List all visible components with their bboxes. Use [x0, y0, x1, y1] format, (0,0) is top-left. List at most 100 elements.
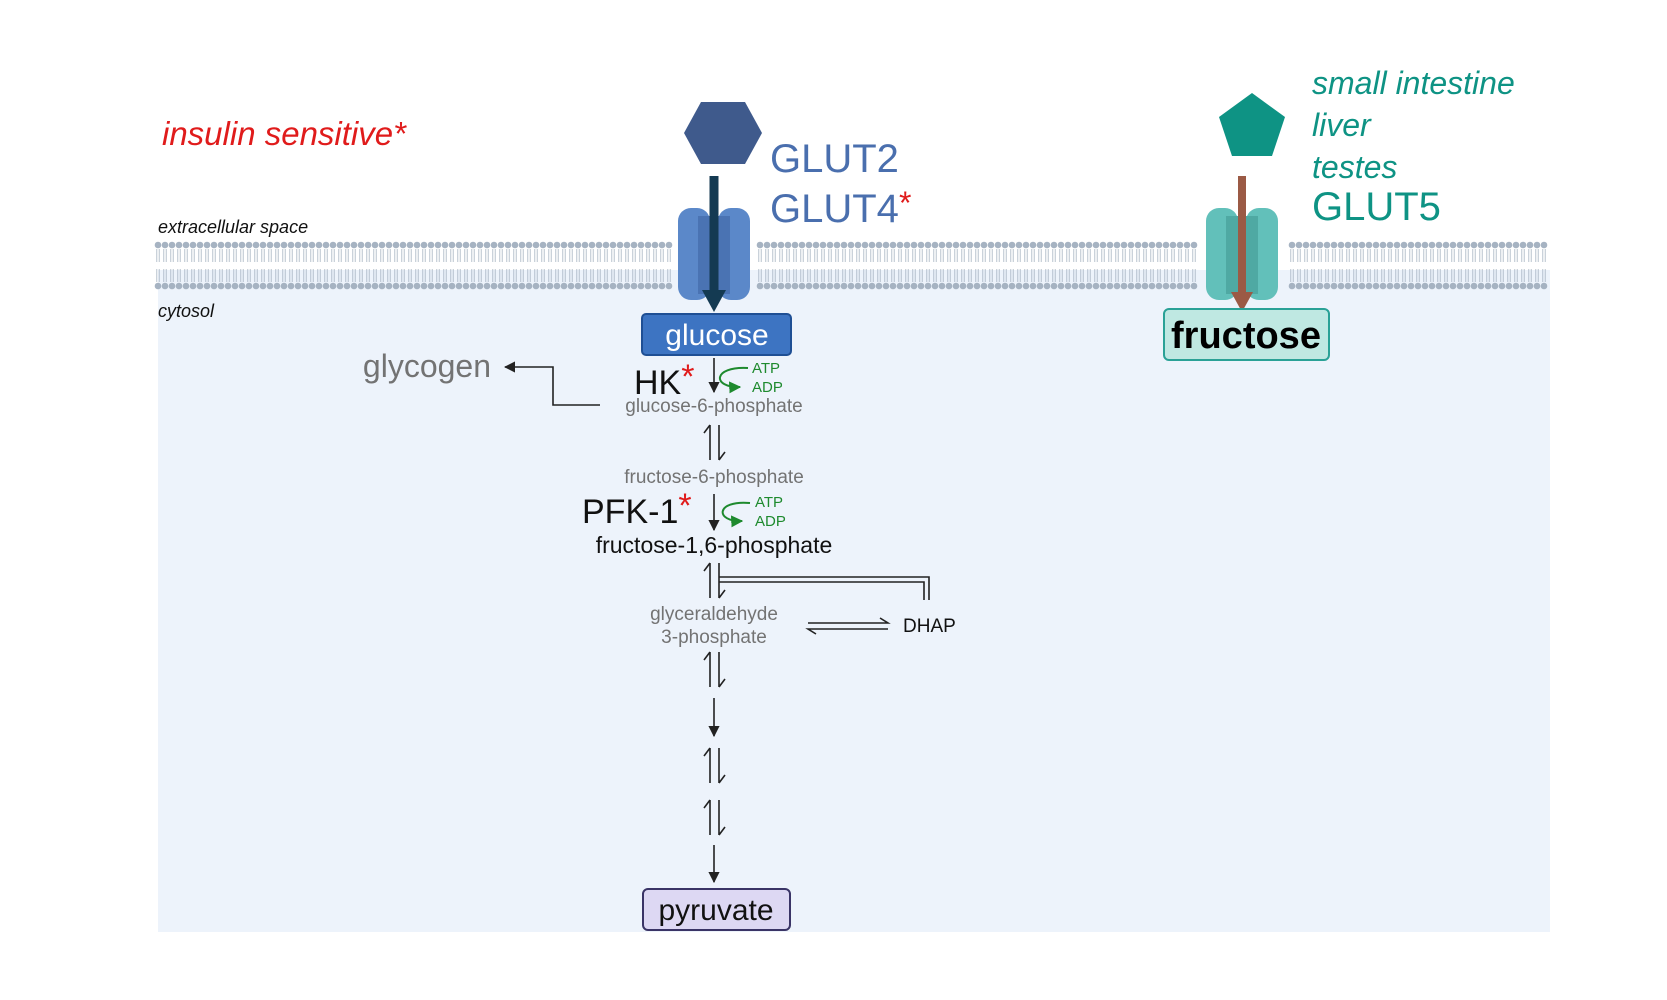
- lipid-head-inner: [1519, 282, 1527, 290]
- lipid-tail: [1080, 249, 1084, 282]
- glucose-label: glucose: [665, 319, 768, 352]
- lipid-head-inner: [539, 282, 547, 290]
- lipid-tail: [646, 249, 650, 282]
- lipid-tail: [583, 249, 587, 282]
- lipid-tail: [1458, 249, 1462, 282]
- lipid-head-outer: [1484, 241, 1492, 249]
- lipid-tail: [506, 249, 510, 282]
- lipid-head-inner: [441, 282, 449, 290]
- lipid-head-outer: [1001, 241, 1009, 249]
- lipid-head-outer: [1190, 241, 1198, 249]
- lipid-head-inner: [315, 282, 323, 290]
- cell-membrane: [154, 241, 1548, 290]
- lipid-tail: [1416, 249, 1420, 282]
- lipid-tail: [478, 249, 482, 282]
- lipid-head-outer: [637, 241, 645, 249]
- lipid-tail: [345, 249, 349, 282]
- lipid-head-inner: [924, 282, 932, 290]
- lipid-head-inner: [1043, 282, 1051, 290]
- lipid-tail: [576, 249, 580, 282]
- lipid-tail: [1304, 249, 1308, 282]
- lipid-tail: [219, 249, 223, 282]
- lipid-head-inner: [784, 282, 792, 290]
- lipid-tail: [408, 249, 412, 282]
- lipid-head-inner: [504, 282, 512, 290]
- lipid-tail: [415, 249, 419, 282]
- lipid-tail: [772, 249, 776, 282]
- lipid-head-outer: [1421, 241, 1429, 249]
- lipid-tail: [961, 249, 965, 282]
- pfk-text: PFK-1: [582, 493, 678, 531]
- lipid-tail: [1066, 249, 1070, 282]
- lipid-head-inner: [364, 282, 372, 290]
- lipid-head-outer: [1316, 241, 1324, 249]
- lipid-head-outer: [875, 241, 883, 249]
- lipid-head-outer: [476, 241, 484, 249]
- lipid-head-inner: [882, 282, 890, 290]
- lipid-tail: [1402, 249, 1406, 282]
- lipid-head-outer: [427, 241, 435, 249]
- lipid-tail: [1150, 249, 1154, 282]
- lipid-head-inner: [1295, 282, 1303, 290]
- lipid-tail: [611, 249, 615, 282]
- lipid-tail: [947, 249, 951, 282]
- lipid-tail: [863, 249, 867, 282]
- lipid-tail: [359, 249, 363, 282]
- lipid-head-inner: [1092, 282, 1100, 290]
- fructose-import-arrowhead: [1231, 292, 1253, 312]
- lipid-tail: [625, 249, 629, 282]
- gap-dhap-equilibrium-arrow: [805, 617, 891, 635]
- lipid-head-inner: [1169, 282, 1177, 290]
- lipid-head-outer: [518, 241, 526, 249]
- lipid-head-outer: [1442, 241, 1450, 249]
- lipid-head-inner: [1127, 282, 1135, 290]
- lipid-head-outer: [1183, 241, 1191, 249]
- lipid-head-inner: [1526, 282, 1534, 290]
- lipid-head-inner: [1540, 282, 1548, 290]
- lipid-head-outer: [1330, 241, 1338, 249]
- lipid-head-outer: [567, 241, 575, 249]
- lipid-head-outer: [343, 241, 351, 249]
- lipid-head-outer: [469, 241, 477, 249]
- lipid-tail: [821, 249, 825, 282]
- lipid-tail: [170, 249, 174, 282]
- lipid-head-inner: [238, 282, 246, 290]
- lipid-head-inner: [833, 282, 841, 290]
- lipid-head-inner: [868, 282, 876, 290]
- glut4-label: GLUT4*: [770, 185, 911, 231]
- lipid-head-inner: [350, 282, 358, 290]
- lipid-tail: [856, 249, 860, 282]
- lipid-head-outer: [1302, 241, 1310, 249]
- lipid-tail: [1353, 249, 1357, 282]
- lipid-head-inner: [819, 282, 827, 290]
- lipid-tail: [1290, 249, 1294, 282]
- lipid-tail: [1486, 249, 1490, 282]
- lipid-head-inner: [938, 282, 946, 290]
- lipid-head-outer: [238, 241, 246, 249]
- pyruvate-box: [642, 888, 791, 931]
- lipid-head-outer: [1127, 241, 1135, 249]
- pfk-adp: ADP: [755, 513, 786, 530]
- lipid-head-inner: [1358, 282, 1366, 290]
- lipid-tail: [1073, 249, 1077, 282]
- lipid-tail: [1500, 249, 1504, 282]
- lipid-head-inner: [1190, 282, 1198, 290]
- lipid-head-inner: [1428, 282, 1436, 290]
- lipid-tail: [555, 249, 559, 282]
- lipid-head-inner: [1365, 282, 1373, 290]
- lipid-tail: [1003, 249, 1007, 282]
- lipid-head-inner: [287, 282, 295, 290]
- lipid-head-inner: [182, 282, 190, 290]
- lipid-head-inner: [224, 282, 232, 290]
- lipid-head-outer: [1498, 241, 1506, 249]
- lipid-head-inner: [966, 282, 974, 290]
- lipid-head-inner: [602, 282, 610, 290]
- insulin-sensitive-note: insulin sensitive*: [162, 115, 407, 152]
- lipid-head-outer: [1169, 241, 1177, 249]
- lipid-head-inner: [518, 282, 526, 290]
- lipid-head-outer: [1057, 241, 1065, 249]
- lipid-head-inner: [1001, 282, 1009, 290]
- hk-adp: ADP: [752, 379, 783, 396]
- lipid-head-outer: [1148, 241, 1156, 249]
- lipid-head-inner: [791, 282, 799, 290]
